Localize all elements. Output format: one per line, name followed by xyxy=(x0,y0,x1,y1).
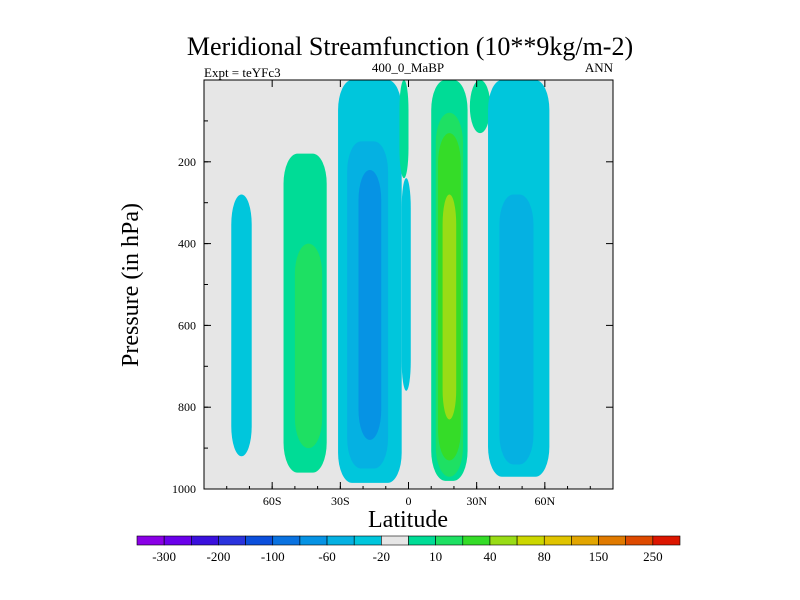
plot-frame xyxy=(203,79,614,490)
contour-region-5 xyxy=(358,169,382,440)
x-tick-label: 30N xyxy=(466,494,487,508)
colorbar-swatch xyxy=(353,535,382,546)
contour-regions xyxy=(231,80,550,483)
colorbar-label: 10 xyxy=(429,549,442,564)
colorbar-swatch xyxy=(516,535,545,546)
colorbar-label: -300 xyxy=(152,549,176,564)
contour-region-14 xyxy=(499,194,534,465)
colorbar-swatch xyxy=(299,535,328,546)
axis-ticks: 60S 30S 0 30N 60N 200 400 600 800 1000 xyxy=(172,79,614,508)
right-subtitle: ANN xyxy=(585,60,614,75)
contour-region-0 xyxy=(231,194,252,457)
colorbar-label: 250 xyxy=(643,549,663,564)
colorbar-label: 80 xyxy=(538,549,551,564)
x-tick-label: 0 xyxy=(406,494,412,508)
colorbar-swatch xyxy=(218,535,246,546)
x-axis-label: Latitude xyxy=(368,507,448,533)
colorbar-swatch xyxy=(381,535,409,546)
y-tick-label: 400 xyxy=(178,237,196,251)
colorbar-swatch xyxy=(543,535,572,546)
y-axis-label: Pressure (in hPa) xyxy=(118,203,144,367)
contour-region-11 xyxy=(442,194,457,420)
colorbar-label: 40 xyxy=(483,549,496,564)
contour-region-12 xyxy=(469,80,491,134)
contour-region-7 xyxy=(401,178,411,391)
colorbar-swatch xyxy=(571,535,599,546)
colorbar-label: -100 xyxy=(261,549,285,564)
y-tick-label: 800 xyxy=(178,400,196,414)
contour-region-6 xyxy=(399,80,409,179)
left-subtitle: Expt = teYFc3 xyxy=(204,65,281,80)
colorbar-label: -200 xyxy=(207,549,231,564)
colorbar: -300 -200 -100 -60 -20 10 40 80 150 250 xyxy=(136,535,681,564)
colorbar-swatch xyxy=(245,535,274,546)
y-tick-label: 200 xyxy=(178,155,196,169)
y-tick-label: 600 xyxy=(178,318,196,332)
colorbar-swatch xyxy=(163,535,192,546)
colorbar-swatch xyxy=(435,535,464,546)
x-tick-label: 30S xyxy=(331,494,350,508)
colorbar-swatch xyxy=(136,535,165,546)
colorbar-label: -20 xyxy=(373,549,390,564)
chart-title: Meridional Streamfunction (10**9kg/m-2) xyxy=(187,32,633,61)
colorbar-swatch xyxy=(489,535,518,546)
colorbar-swatch xyxy=(462,535,491,546)
contour-region-2 xyxy=(294,243,323,449)
x-tick-label: 60S xyxy=(263,494,282,508)
colorbar-label: 150 xyxy=(589,549,609,564)
colorbar-swatch xyxy=(326,535,355,546)
colorbar-swatch xyxy=(652,535,681,546)
colorbar-swatch xyxy=(625,535,654,546)
x-tick-label: 60N xyxy=(534,494,555,508)
colorbar-label: -60 xyxy=(318,549,335,564)
center-subtitle: 400_0_MaBP xyxy=(372,60,444,75)
colorbar-swatch xyxy=(598,535,626,546)
y-tick-label: 1000 xyxy=(172,482,196,496)
colorbar-swatch xyxy=(191,535,219,546)
colorbar-swatch xyxy=(272,535,301,546)
colorbar-swatch xyxy=(408,535,436,546)
